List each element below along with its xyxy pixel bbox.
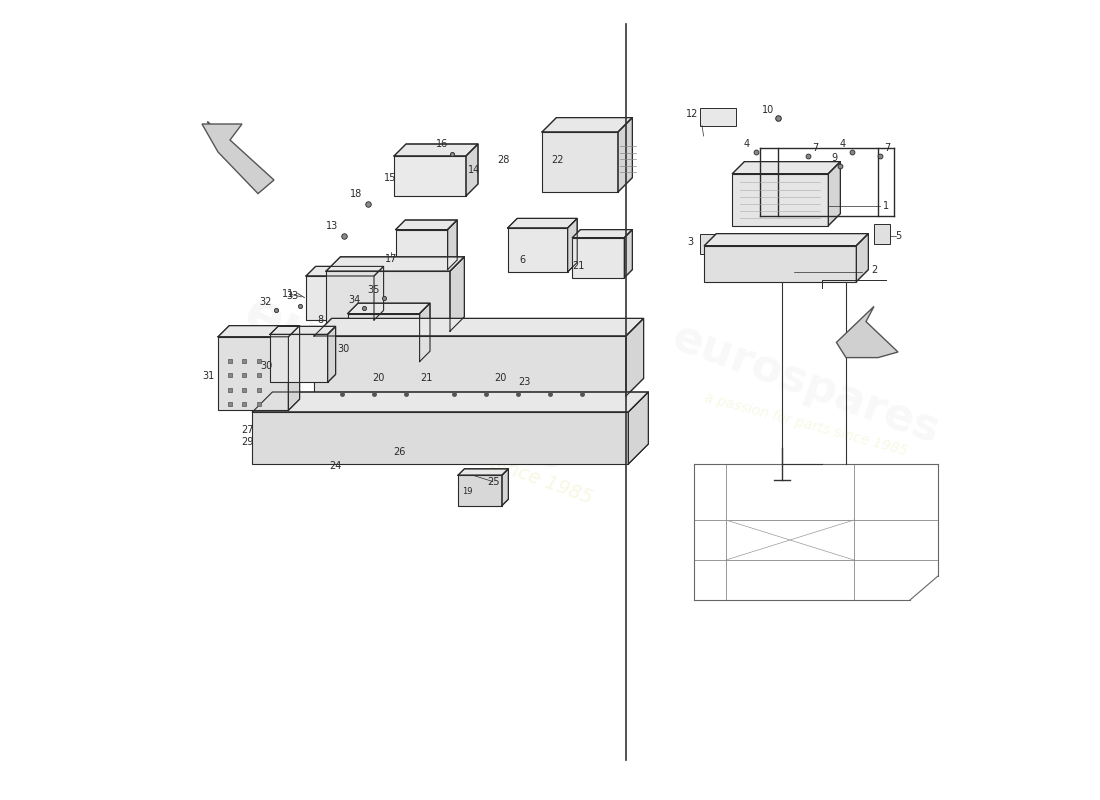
Text: 28: 28: [497, 155, 509, 165]
Polygon shape: [314, 318, 644, 336]
Text: 7: 7: [884, 143, 891, 153]
Text: 21: 21: [420, 373, 432, 382]
FancyBboxPatch shape: [704, 246, 857, 282]
Text: 14: 14: [468, 165, 480, 174]
Text: 10: 10: [762, 105, 774, 114]
Polygon shape: [348, 303, 430, 314]
Text: 2: 2: [871, 266, 877, 275]
Text: 13: 13: [327, 221, 339, 230]
Text: 15: 15: [384, 173, 396, 182]
Text: 20: 20: [372, 373, 384, 382]
Text: 6: 6: [519, 255, 525, 265]
Polygon shape: [625, 230, 632, 278]
FancyBboxPatch shape: [733, 174, 828, 226]
Text: 8: 8: [317, 315, 323, 325]
FancyBboxPatch shape: [394, 156, 466, 196]
Text: 31: 31: [202, 371, 215, 381]
Bar: [701, 108, 736, 126]
Polygon shape: [502, 469, 508, 506]
Polygon shape: [507, 218, 578, 228]
Text: eurospares: eurospares: [235, 286, 576, 482]
Polygon shape: [270, 326, 336, 334]
Polygon shape: [458, 469, 508, 475]
Text: 20: 20: [494, 373, 507, 382]
FancyBboxPatch shape: [396, 230, 448, 270]
Text: 27: 27: [241, 426, 254, 435]
Polygon shape: [218, 326, 299, 337]
Text: 23: 23: [518, 378, 530, 387]
Text: 18: 18: [350, 189, 363, 198]
Text: 34: 34: [348, 295, 360, 305]
Polygon shape: [704, 234, 868, 246]
Polygon shape: [542, 118, 632, 132]
Polygon shape: [628, 392, 648, 464]
Polygon shape: [419, 303, 430, 362]
FancyBboxPatch shape: [270, 334, 328, 382]
Polygon shape: [252, 392, 648, 412]
Text: a passion for parts since 1985: a passion for parts since 1985: [703, 390, 909, 458]
Text: 19: 19: [462, 487, 473, 497]
Polygon shape: [448, 220, 458, 270]
Polygon shape: [288, 326, 299, 410]
Text: 22: 22: [552, 155, 564, 165]
Text: 4: 4: [839, 139, 846, 149]
FancyBboxPatch shape: [314, 336, 626, 396]
Polygon shape: [306, 266, 384, 276]
Polygon shape: [374, 266, 384, 320]
FancyBboxPatch shape: [252, 412, 628, 464]
Text: 29: 29: [241, 437, 254, 446]
FancyBboxPatch shape: [306, 276, 374, 320]
FancyBboxPatch shape: [218, 337, 288, 410]
Polygon shape: [733, 162, 840, 174]
FancyBboxPatch shape: [458, 475, 502, 506]
Bar: [874, 224, 890, 244]
Text: 21: 21: [572, 262, 584, 271]
FancyBboxPatch shape: [348, 314, 419, 362]
Polygon shape: [857, 234, 868, 282]
Polygon shape: [626, 318, 644, 396]
Polygon shape: [568, 218, 578, 272]
FancyBboxPatch shape: [542, 132, 618, 192]
Text: 30: 30: [260, 361, 272, 370]
Text: 30: 30: [338, 344, 350, 354]
Polygon shape: [828, 162, 840, 226]
Polygon shape: [396, 220, 458, 230]
Text: 3: 3: [686, 238, 693, 247]
Polygon shape: [326, 257, 464, 271]
Text: 25: 25: [487, 478, 500, 487]
Polygon shape: [202, 124, 274, 194]
Text: 11: 11: [282, 289, 294, 298]
FancyBboxPatch shape: [572, 238, 625, 278]
FancyBboxPatch shape: [326, 271, 450, 331]
Text: 12: 12: [686, 109, 698, 118]
Text: 7: 7: [813, 143, 818, 153]
Text: 1: 1: [883, 202, 889, 211]
Text: 4: 4: [744, 139, 750, 149]
Text: 33: 33: [286, 291, 298, 301]
Polygon shape: [328, 326, 336, 382]
Polygon shape: [466, 144, 478, 196]
Text: 16: 16: [436, 139, 448, 149]
Text: 32: 32: [260, 298, 272, 307]
Text: a passion for parts since 1985: a passion for parts since 1985: [312, 389, 595, 507]
Bar: [701, 234, 721, 254]
Polygon shape: [572, 230, 632, 238]
Polygon shape: [450, 257, 464, 331]
FancyBboxPatch shape: [507, 228, 568, 272]
Polygon shape: [618, 118, 632, 192]
Text: 17: 17: [385, 254, 398, 264]
Polygon shape: [836, 306, 898, 358]
Text: 24: 24: [329, 461, 342, 470]
Text: 5: 5: [895, 231, 901, 241]
Text: 9: 9: [830, 153, 837, 162]
Text: 26: 26: [394, 447, 406, 457]
Text: 35: 35: [367, 285, 381, 294]
Polygon shape: [394, 144, 478, 156]
Text: eurospares: eurospares: [667, 316, 946, 452]
